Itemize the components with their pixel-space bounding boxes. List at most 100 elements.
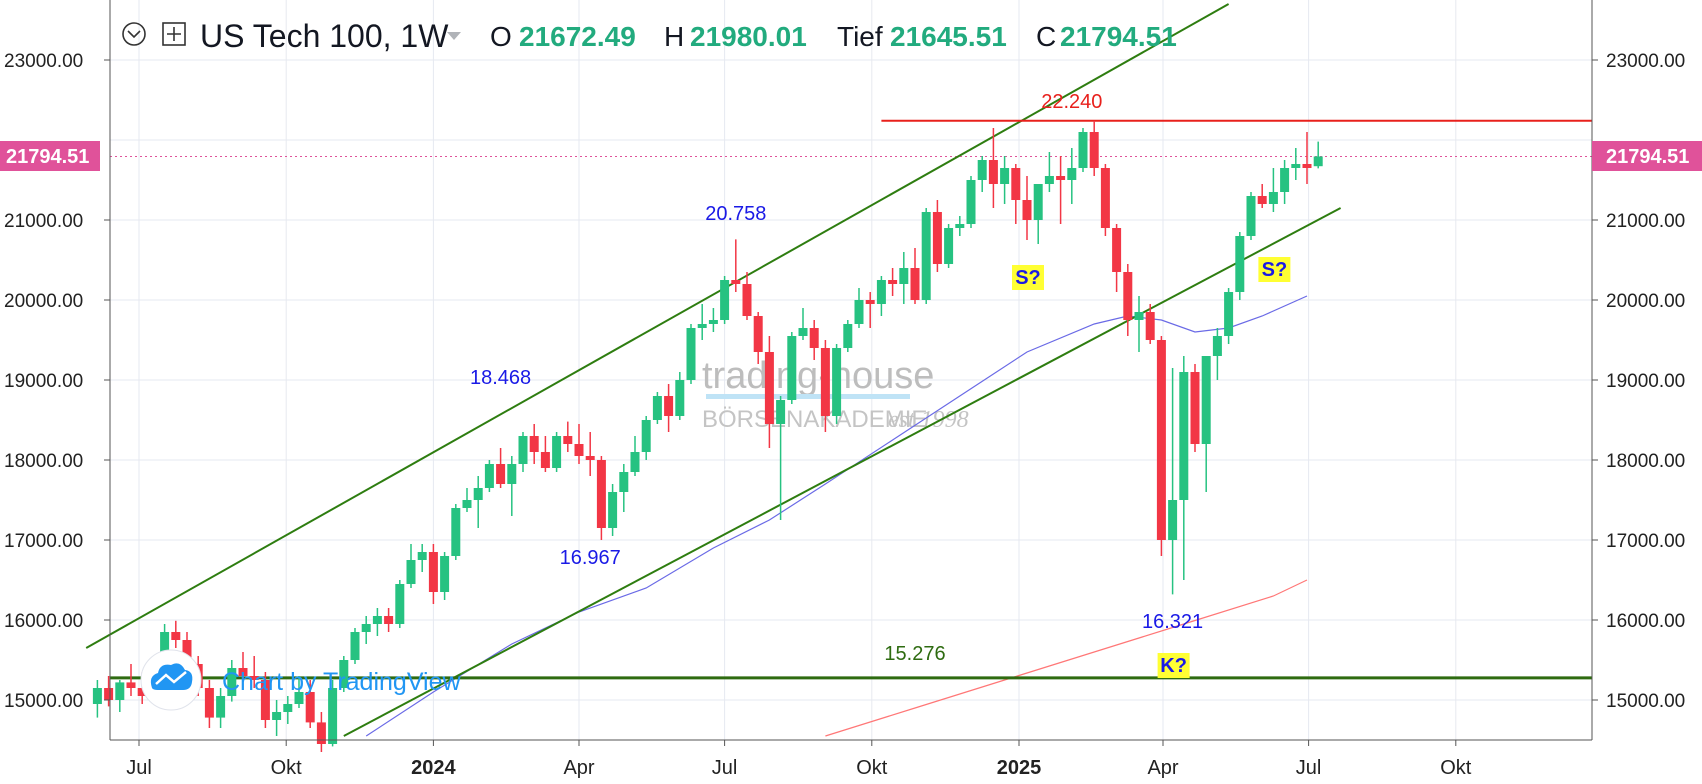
candle	[1156, 336, 1166, 556]
candle-body	[92, 688, 102, 704]
candle	[518, 432, 528, 472]
candle-body	[921, 212, 931, 300]
candle-body	[1067, 168, 1077, 180]
channel-lower-line	[343, 207, 1342, 737]
candle-body	[731, 280, 741, 284]
candle-body	[1033, 184, 1043, 220]
candle	[395, 580, 405, 628]
watermark: trading-house BÖRSENAKADEMIE est 1998	[702, 355, 969, 433]
candle	[619, 464, 629, 512]
candle-body	[955, 224, 965, 228]
candle-body	[832, 348, 842, 416]
y-tick-label-left: 23000.00	[4, 51, 83, 72]
candle-body	[1123, 272, 1133, 320]
highlight-box: S?	[1258, 257, 1291, 282]
candle-body	[496, 464, 506, 484]
candle	[339, 656, 349, 692]
candle-body	[988, 160, 998, 184]
candle-body	[1212, 336, 1222, 356]
candle	[955, 216, 965, 236]
candle	[843, 320, 853, 352]
candle-body	[182, 640, 192, 664]
symbol-title[interactable]: US Tech 100, 1W	[200, 18, 449, 54]
high-value: 21980.01	[690, 21, 807, 52]
candle	[585, 432, 595, 476]
candle	[652, 392, 662, 424]
candle	[798, 308, 808, 340]
candle-body	[910, 268, 920, 300]
dropdown-caret-icon[interactable]	[447, 32, 461, 40]
candle	[731, 239, 741, 292]
credit-text[interactable]: Chart by TradingView	[222, 668, 461, 696]
candle	[742, 272, 752, 320]
candle	[1224, 288, 1234, 344]
candle	[1112, 224, 1122, 292]
candle	[1123, 264, 1133, 336]
y-tick-label-left: 19000.00	[4, 371, 83, 392]
candle	[574, 424, 584, 464]
candle-body	[1224, 292, 1234, 336]
candle	[1235, 232, 1245, 300]
candle	[641, 416, 651, 460]
candle	[294, 676, 304, 708]
candle-body	[574, 444, 584, 456]
y-tick-label-left: 18000.00	[4, 451, 83, 472]
add-symbol-icon[interactable]	[162, 22, 186, 46]
x-tick-label: Jul	[1296, 757, 1322, 779]
candles	[92, 120, 1323, 752]
candle-body	[1156, 340, 1166, 540]
candle	[876, 276, 886, 316]
x-tick-label: 2025	[997, 757, 1042, 779]
candle	[540, 436, 550, 472]
candle	[204, 680, 214, 728]
candle-body	[204, 688, 214, 718]
watermark-line1: trading-house	[702, 355, 934, 397]
candle-body	[820, 348, 830, 416]
candle	[104, 676, 114, 707]
candle-body	[787, 336, 797, 400]
open-value: 21672.49	[519, 21, 636, 52]
x-tick-label: Jul	[712, 757, 738, 779]
candle	[216, 688, 226, 728]
candle-body	[966, 180, 976, 224]
candle-body	[776, 400, 786, 424]
candle	[1246, 192, 1256, 240]
cloud-logo-line	[155, 671, 187, 685]
chart-header: US Tech 100, 1W O 21672.49 H 21980.01 Ti…	[122, 18, 1177, 54]
y-tick-label-left: 20000.00	[4, 291, 83, 312]
candle-body	[1235, 236, 1245, 292]
annotation-label: 15.276	[884, 643, 945, 665]
highlight-box-text: K?	[1160, 655, 1187, 677]
candle-body	[462, 500, 472, 508]
price-badge-right-text: 21794.51	[1606, 146, 1689, 168]
candle-body	[876, 280, 886, 304]
candle-body	[428, 552, 438, 592]
candle-body	[854, 300, 864, 324]
candle-body	[417, 552, 427, 560]
candle-body	[652, 396, 662, 420]
low-value: 21645.51	[890, 21, 1007, 52]
candle-body	[529, 436, 539, 452]
candle	[1011, 164, 1021, 224]
candle	[361, 616, 371, 644]
candle	[272, 700, 282, 736]
x-tick-label: Apr	[563, 757, 594, 779]
candle	[910, 248, 920, 304]
y-tick-label-right: 18000.00	[1606, 451, 1685, 472]
candle-body	[708, 320, 718, 324]
candle-body	[585, 456, 595, 460]
candle-body	[809, 328, 819, 348]
candle	[451, 504, 461, 560]
candle	[787, 332, 797, 404]
candle-body	[216, 696, 226, 718]
candle-body	[1313, 156, 1323, 167]
candle-body	[137, 688, 147, 696]
candle	[932, 200, 942, 272]
candle	[1168, 368, 1178, 595]
collapse-icon[interactable]	[122, 22, 146, 46]
candle	[384, 608, 394, 632]
tradingview-credit[interactable]: Chart by TradingView	[140, 649, 461, 711]
candle-body	[1268, 192, 1278, 204]
candle-body	[686, 328, 696, 380]
